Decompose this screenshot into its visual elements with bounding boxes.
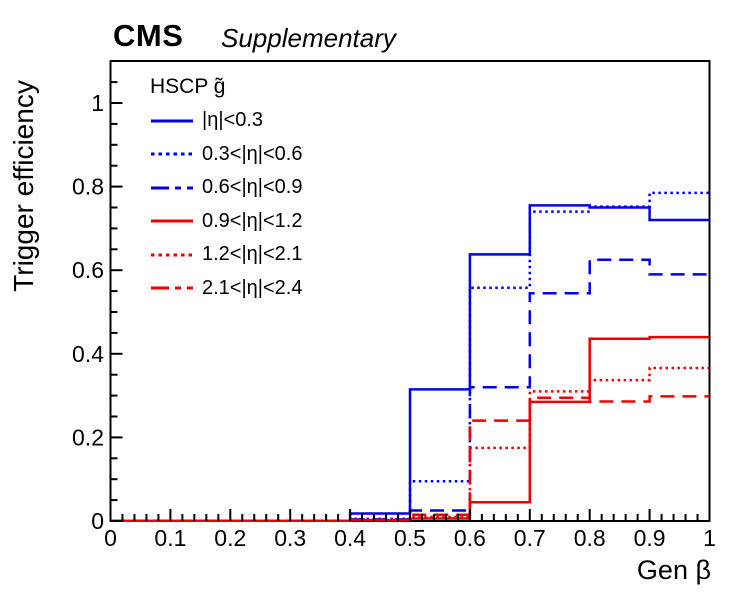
legend-entry: 0.3<|η|<0.6 — [150, 138, 400, 172]
legend-entry-label: 0.6<|η|<0.9 — [202, 176, 303, 199]
x-tick-label: 0.6 — [454, 525, 486, 551]
x-tick-label: 0.7 — [514, 525, 546, 551]
y-tick-label: 0.2 — [72, 424, 104, 450]
x-tick-label: 0.1 — [154, 525, 186, 551]
legend-entry-label: 2.1<|η|<2.4 — [202, 276, 303, 299]
x-tick-label: 0.5 — [394, 525, 426, 551]
x-tick-label: 0.8 — [574, 525, 606, 551]
x-axis-title: Gen β — [637, 555, 711, 585]
legend-entry-label: 0.3<|η|<0.6 — [202, 142, 303, 165]
x-tick-label: 0.3 — [274, 525, 306, 551]
legend: HSCP g̃ |η|<0.3 0.3<|η|<0.6 0.6<|η|<0.9 0.9… — [150, 72, 400, 305]
y-tick-label: 0.6 — [72, 257, 104, 283]
legend-entry: |η|<0.3 — [150, 104, 400, 138]
legend-entry: 2.1<|η|<2.4 — [150, 272, 400, 306]
legend-header: HSCP g̃ — [150, 75, 226, 98]
x-tick-label: 0.2 — [214, 525, 246, 551]
y-tick-label: 0 — [91, 508, 104, 534]
x-tick-label: 0.9 — [634, 525, 666, 551]
legend-entry: 0.9<|η|<1.2 — [150, 205, 400, 239]
cms-label: CMS — [113, 18, 184, 53]
y-tick-label: 0.4 — [72, 341, 104, 367]
y-tick-label: 0.8 — [72, 174, 104, 200]
legend-entry: 0.6<|η|<0.9 — [150, 171, 400, 205]
legend-line-sample-dashed-blue — [151, 186, 193, 190]
x-tick-label: 0.4 — [334, 525, 366, 551]
y-axis-title: Trigger efficiency — [8, 80, 39, 292]
y-tick-label: 1 — [91, 90, 104, 116]
x-tick-label: 0 — [104, 525, 117, 551]
legend-line-sample-dotted-blue — [151, 152, 193, 156]
legend-line-sample-dashed-red — [151, 286, 193, 290]
legend-entry-label: |η|<0.3 — [202, 109, 263, 132]
legend-line-sample-solid-blue — [151, 119, 193, 123]
legend-entry-label: 1.2<|η|<2.1 — [202, 243, 303, 266]
legend-entry: 1.2<|η|<2.1 — [150, 238, 400, 272]
legend-line-sample-solid-red — [151, 219, 193, 223]
legend-line-sample-dotted-red — [151, 253, 193, 257]
x-tick-label: 1 — [703, 525, 716, 551]
supplementary-label: Supplementary — [221, 23, 396, 53]
legend-entry-label: 0.9<|η|<1.2 — [202, 209, 303, 232]
